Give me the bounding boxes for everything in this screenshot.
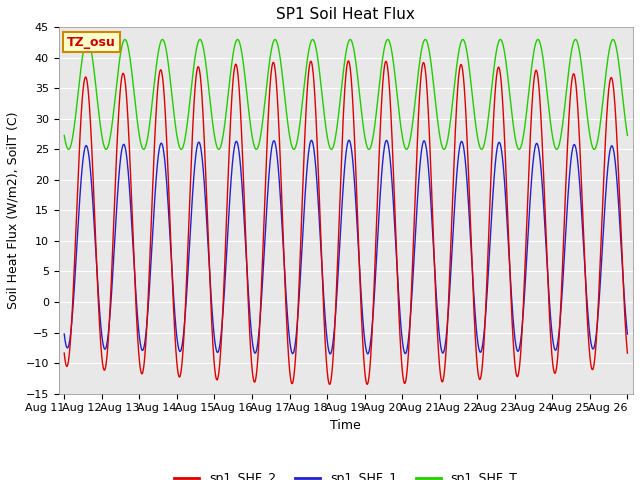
Text: TZ_osu: TZ_osu: [67, 36, 116, 48]
Y-axis label: Soil Heat Flux (W/m2), SoilT (C): Soil Heat Flux (W/m2), SoilT (C): [7, 112, 20, 309]
Title: SP1 Soil Heat Flux: SP1 Soil Heat Flux: [276, 7, 415, 22]
Legend: sp1_SHF_2, sp1_SHF_1, sp1_SHF_T: sp1_SHF_2, sp1_SHF_1, sp1_SHF_T: [169, 467, 523, 480]
X-axis label: Time: Time: [330, 419, 361, 432]
